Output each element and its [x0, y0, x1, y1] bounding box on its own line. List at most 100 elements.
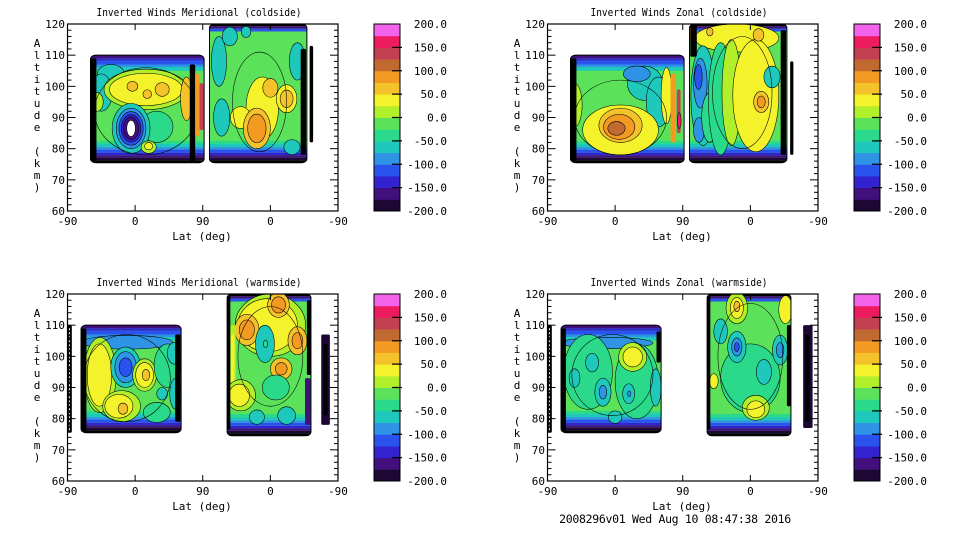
contour-blob [247, 113, 267, 144]
contour-blob [262, 78, 279, 98]
y-tick-label: 70 [532, 444, 545, 457]
y-axis-label-char: t [34, 355, 41, 368]
contour-blob [283, 139, 301, 155]
contour-blob [141, 369, 151, 381]
contour-block [707, 294, 791, 436]
contour-blob [776, 342, 785, 358]
colorbar-tick-label: 150.0 [414, 41, 447, 54]
y-axis-label-char: k [514, 427, 521, 440]
contour-blob [650, 368, 662, 407]
contour-band [90, 58, 97, 162]
y-tick-label: 70 [52, 174, 65, 187]
y-tick-label: 70 [532, 174, 545, 187]
y-axis-label-char: m [514, 439, 521, 452]
colorbar-tick-label: -200.0 [407, 205, 447, 218]
contour-band [670, 73, 676, 143]
colorbar-tick-label: -100.0 [407, 158, 447, 171]
y-axis-label-char: e [34, 391, 41, 404]
x-tick-label: -90 [328, 215, 348, 228]
panel-zonal-warmside: Inverted Winds Zonal (warmside) 60 70 80 90 1… [514, 277, 927, 513]
contour-blob [232, 51, 287, 153]
y-axis-label-char: l [514, 49, 521, 62]
y-axis-label-char: ( [514, 415, 521, 428]
colorbar-tick-label: 50.0 [901, 88, 928, 101]
contour-blob [598, 385, 608, 400]
contour-blob [211, 36, 227, 87]
colorbar-tick-label: 0.0 [427, 112, 447, 125]
y-axis-label-char: ) [514, 181, 521, 194]
x-tick-label: -90 [58, 485, 78, 498]
contour-blob [622, 346, 643, 368]
y-axis-label-char: m [514, 169, 521, 182]
contour-blob [238, 319, 255, 341]
y-axis-label-char: ( [34, 415, 41, 428]
y-tick-label: 80 [52, 143, 65, 156]
y-axis-label-char: i [34, 343, 41, 356]
x-axis-label: Lat (deg) [652, 500, 712, 513]
contour-blob [261, 374, 290, 401]
y-axis-label-char: t [34, 331, 41, 344]
y-axis-label-char: u [514, 97, 521, 110]
contour-blob [228, 383, 250, 407]
contour-band [780, 30, 787, 155]
contour-blob [249, 409, 265, 425]
colorbar: 200.0 150.0 100.0 50.0 0.0 -50.0 -100.0 -150.0 -… [373, 288, 447, 488]
y-tick-label: 60 [52, 205, 65, 218]
x-tick-label: -90 [58, 215, 78, 228]
contour-blob [622, 65, 651, 82]
x-tick-label: 0 [612, 215, 619, 228]
y-axis-label-char: t [34, 85, 41, 98]
contour-blob [142, 89, 152, 99]
contour-blob [271, 296, 286, 314]
y-tick-label: 120 [525, 288, 545, 301]
x-tick-label: 0 [267, 485, 274, 498]
x-tick-label: -90 [808, 215, 828, 228]
y-tick-label: 100 [45, 80, 65, 93]
y-axis-label-char: t [514, 85, 521, 98]
colorbar-tick-label: -150.0 [407, 182, 447, 195]
colorbar-tick-label: 200.0 [894, 18, 927, 31]
contour-band [570, 58, 577, 162]
colorbar-tick-label: 0.0 [907, 382, 927, 395]
panel-title: Inverted Winds Meridional (warmside) [97, 277, 302, 289]
contour-blob [109, 72, 183, 106]
y-axis-label-char: A [34, 307, 41, 320]
colorbar-tick-label: -50.0 [414, 405, 447, 418]
contour-blob [144, 142, 153, 151]
y-axis-label-char: k [34, 157, 41, 170]
contour-band [309, 45, 314, 143]
contour-band [306, 300, 311, 376]
colorbar-tick-label: -200.0 [887, 205, 927, 218]
contour-band [323, 343, 328, 416]
contour-blob [263, 339, 268, 348]
contour-band [227, 295, 231, 430]
contour-blob [156, 387, 168, 401]
y-axis-label-char: t [514, 331, 521, 344]
colorbar-tick-label: -50.0 [894, 405, 927, 418]
y-tick-label: 120 [525, 18, 545, 31]
y-axis-label-char: e [514, 391, 521, 404]
colorbar-tick-label: 0.0 [427, 382, 447, 395]
x-tick-label: -90 [328, 485, 348, 498]
colorbar-tick-label: -100.0 [887, 158, 927, 171]
y-tick-label: 100 [45, 350, 65, 363]
contour-blob [627, 390, 632, 397]
contour-blob [277, 406, 296, 425]
y-axis-label-char: ) [34, 451, 41, 464]
contour-blob [568, 368, 581, 388]
contour-band [199, 83, 204, 130]
x-tick-label: 0 [267, 215, 274, 228]
y-tick-label: 80 [532, 413, 545, 426]
contour-band [561, 328, 566, 432]
colorbar-tick-label: 100.0 [414, 65, 447, 78]
colorbar-tick-label: 0.0 [907, 112, 927, 125]
y-tick-label: 110 [525, 49, 545, 62]
contour-blob [717, 303, 784, 410]
y-axis-label-char: ) [514, 451, 521, 464]
y-tick-label: 80 [52, 413, 65, 426]
colorbar-tick-label: 100.0 [414, 335, 447, 348]
colorbar: 200.0 150.0 100.0 50.0 0.0 -50.0 -100.0 -150.0 -… [853, 288, 927, 488]
contour-block [227, 294, 311, 436]
contour-block [689, 24, 787, 163]
